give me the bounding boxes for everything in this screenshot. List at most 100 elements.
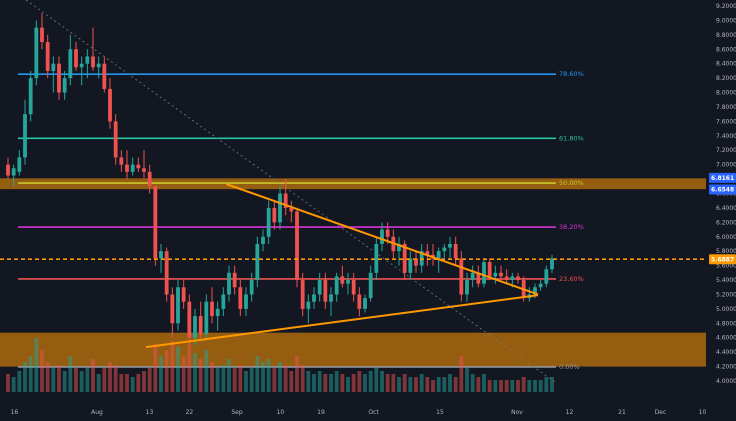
triangle-upper-line[interactable] <box>226 183 539 296</box>
volume-bar-6 <box>40 350 44 392</box>
x-tick-label: 21 <box>618 409 626 416</box>
volume-bar-41 <box>238 365 243 392</box>
svg-text:5.6887: 5.6887 <box>711 256 734 263</box>
candle-90 <box>516 272 520 284</box>
candle-61 <box>351 272 356 302</box>
candle-52 <box>300 272 305 317</box>
candle-37 <box>215 301 220 331</box>
candle-0 <box>6 157 10 180</box>
volume-bar-64 <box>368 371 373 392</box>
volume-bar-52 <box>300 365 305 392</box>
volume-bar-50 <box>289 371 294 392</box>
y-tick-label: 4.6000 <box>716 335 736 342</box>
candle-26 <box>153 186 158 266</box>
candle-63 <box>363 294 367 313</box>
volume-bar-69 <box>397 377 401 392</box>
volume-bar-28 <box>164 350 169 392</box>
candle-18 <box>108 78 112 129</box>
candle-66 <box>380 222 384 252</box>
candle-42 <box>244 287 248 317</box>
y-tick-label: 5.8000 <box>716 248 736 255</box>
volume-bar-4 <box>28 356 33 392</box>
volume-bar-2 <box>17 371 22 392</box>
candle-87 <box>499 265 503 281</box>
volume-bar-58 <box>334 371 339 392</box>
volume-bar-63 <box>363 374 367 392</box>
candle-84 <box>482 258 486 288</box>
volume-bar-36 <box>210 362 214 392</box>
volume-bar-53 <box>306 371 311 392</box>
volume-bar-35 <box>204 350 209 392</box>
candle-1 <box>11 164 16 187</box>
volume-bar-49 <box>283 365 288 392</box>
volume-bar-57 <box>329 374 333 392</box>
volume-bar-68 <box>391 374 396 392</box>
candle-22 <box>130 157 135 176</box>
candle-49 <box>283 179 288 216</box>
candle-3 <box>23 99 27 165</box>
candle-64 <box>368 265 373 302</box>
diagonal-trendline[interactable] <box>25 0 557 384</box>
y-tick-label: 7.4000 <box>716 133 736 140</box>
volume-bar-45 <box>261 362 265 392</box>
y-tick-label: 4.8000 <box>716 320 736 327</box>
volume-bar-34 <box>198 359 203 392</box>
volume-bar-42 <box>244 371 248 392</box>
y-tick-label: 5.4000 <box>716 277 736 284</box>
volume-bar-55 <box>317 371 322 392</box>
volume-bar-26 <box>153 344 158 392</box>
volume-bar-61 <box>351 374 356 392</box>
y-tick-label: 5.2000 <box>716 291 736 298</box>
volume-bar-47 <box>272 368 277 392</box>
volume-bar-9 <box>57 365 61 392</box>
volume-bar-75 <box>431 380 435 392</box>
volume-bar-14 <box>85 368 90 392</box>
volume-bar-72 <box>414 377 418 392</box>
y-tick-label: 8.6000 <box>716 46 736 53</box>
candle-86 <box>493 265 498 284</box>
x-tick-label: Oct <box>368 409 379 416</box>
candle-38 <box>221 287 226 317</box>
candle-4 <box>28 70 33 122</box>
volume-bar-24 <box>142 371 146 392</box>
volume-bar-82 <box>470 374 475 392</box>
candle-7 <box>45 34 50 79</box>
x-tick-label: 10 <box>699 409 707 416</box>
x-axis[interactable]: 16 Aug 13 22 Sep 10 19 Oct 15 Nov 12 21 Dec 10 <box>0 404 706 421</box>
volume-bar-96 <box>550 377 554 392</box>
volume-bar-37 <box>215 368 220 392</box>
candle-2 <box>17 150 22 176</box>
volume-bar-87 <box>499 380 503 392</box>
volume-bar-48 <box>278 362 282 392</box>
volume-bar-15 <box>91 359 95 392</box>
volume-bar-8 <box>51 368 56 392</box>
candle-28 <box>164 247 169 302</box>
volume-bar-1 <box>11 377 16 392</box>
fib-label-2: 50.00% <box>559 179 584 187</box>
y-axis[interactable]: 9.2000 9.0000 8.8000 8.6000 8.4000 8.2000 8.00… <box>706 0 736 421</box>
volume-bar-17 <box>102 368 107 392</box>
candle-44 <box>255 236 260 288</box>
candle-10 <box>62 70 67 100</box>
volume-bar-65 <box>374 368 379 392</box>
volume-bar-84 <box>482 374 486 392</box>
y-tick-label: 4.2000 <box>716 364 736 371</box>
candle-80 <box>459 251 464 302</box>
candle-27 <box>159 243 163 273</box>
volume-bar-88 <box>504 380 509 392</box>
y-tick-label: 6.0000 <box>716 234 736 241</box>
candle-41 <box>238 280 243 317</box>
volume-bar-85 <box>487 380 492 392</box>
volume-bar-30 <box>176 347 180 392</box>
volume-bar-22 <box>130 377 135 392</box>
x-tick-label: Nov <box>511 409 523 416</box>
volume-bar-76 <box>436 377 441 392</box>
triangle-lower-line[interactable] <box>145 294 539 349</box>
y-tick-label: 8.8000 <box>716 32 736 39</box>
volume-bar-81 <box>465 368 469 392</box>
candle-96 <box>550 254 554 273</box>
volume-bar-20 <box>119 374 124 392</box>
y-tick-label: 5.0000 <box>716 306 736 313</box>
candle-78 <box>448 236 452 259</box>
